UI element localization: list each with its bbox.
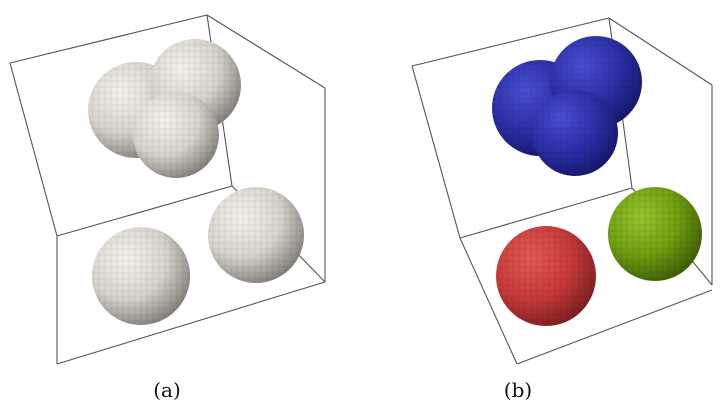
box-edge-floor-back [56,185,233,237]
box-edge-front-bottom [56,281,326,365]
box-edge-left-vertical [411,65,461,239]
box-edge-left-vertical [9,62,58,237]
separate-spheres [92,187,304,325]
panel-a: (a) [0,0,360,409]
panel-a-caption: (a) [153,378,181,402]
box-edge-top-right [608,17,713,86]
voxel-texture [496,226,596,326]
box-edge-front-left [459,237,518,365]
merged-cluster [492,36,642,176]
voxel-texture [208,187,304,283]
box-edge-top-back [9,14,208,64]
merged-cluster [88,39,241,178]
voxel-texture [133,92,219,178]
panel-b-caption: (b) [503,378,533,402]
separate-spheres [496,187,702,326]
box-edge-top-back [411,17,610,67]
box-edge-front-bottom [516,289,713,365]
box-edge-floor-back [459,187,633,239]
voxel-texture [92,227,190,325]
voxel-texture [532,90,618,176]
panel-b: (b) [360,0,720,409]
box-edge-top-right [206,14,326,89]
voxel-texture [608,187,702,281]
panel-b-scene [411,17,713,365]
panel-a-scene [9,14,326,365]
